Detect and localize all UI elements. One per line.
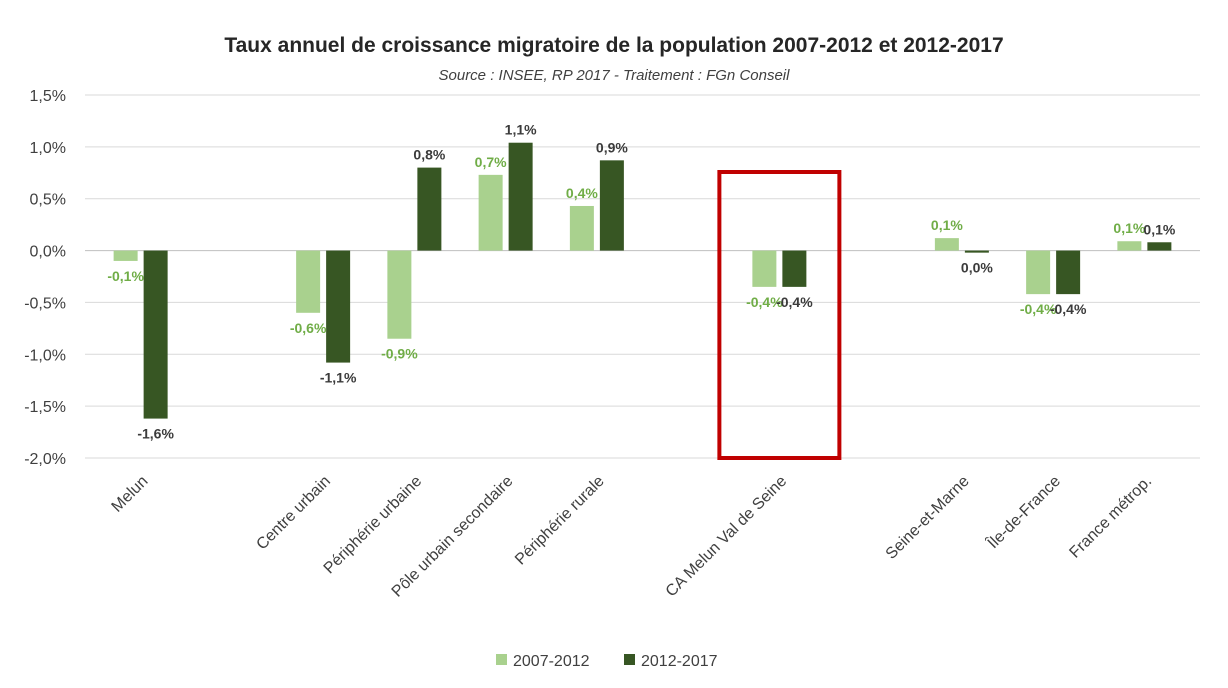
legend-swatch <box>624 654 635 665</box>
data-label: -0,4% <box>1020 301 1057 317</box>
x-tick-label: Melun <box>109 473 152 516</box>
x-tick-label: Centre urbain <box>253 473 334 554</box>
data-label: 0,4% <box>566 185 598 201</box>
legend-swatch <box>496 654 507 665</box>
y-tick-label: 0,0% <box>30 244 66 261</box>
highlight-box <box>717 170 842 460</box>
bar-2007-2012 <box>1026 250 1051 295</box>
data-label: -1,6% <box>137 426 174 442</box>
y-tick-label: -0,5% <box>24 295 66 312</box>
bar-2007-2012 <box>1117 241 1142 251</box>
bar-2012-2017 <box>782 250 807 287</box>
bar-2012-2017 <box>143 250 168 419</box>
bar-2012-2017 <box>417 167 442 251</box>
y-axis-ticks: 1,5% 1,0% 0,5% 0,0% -0,5% -1,0% -1,5% -2,0% <box>24 88 66 468</box>
data-label: -0,1% <box>107 268 144 284</box>
data-label: -0,9% <box>381 346 418 362</box>
data-label: 0,1% <box>931 217 963 233</box>
x-tick-label: Périphérie urbaine <box>321 473 426 578</box>
x-tick-label: Seine-et-Marne <box>883 473 973 563</box>
chart-subtitle: Source : INSEE, RP 2017 - Traitement : F… <box>439 67 791 84</box>
bar-2012-2017 <box>1056 250 1081 295</box>
bar-2007-2012 <box>478 174 503 251</box>
data-label: -0,4% <box>776 294 813 310</box>
bar-2007-2012 <box>387 250 412 339</box>
bar-2012-2017 <box>1147 242 1172 251</box>
legend-label: 2012-2017 <box>641 653 718 670</box>
data-label: -0,6% <box>290 320 327 336</box>
y-tick-label: -2,0% <box>24 451 66 468</box>
highlight-rectangle <box>717 170 842 460</box>
data-label: -0,4% <box>746 294 783 310</box>
data-label: 0,1% <box>1113 220 1145 236</box>
data-label: -0,4% <box>1050 301 1087 317</box>
legend: 2007-2012 2012-2017 <box>496 653 718 670</box>
data-label: -1,1% <box>320 370 357 386</box>
bar-2007-2012 <box>569 205 594 251</box>
bar-2007-2012 <box>934 238 959 251</box>
y-tick-label: -1,0% <box>24 347 66 364</box>
data-label: 1,1% <box>505 122 537 138</box>
data-label: 0,1% <box>1143 221 1175 237</box>
bar-2007-2012 <box>752 250 777 287</box>
x-tick-label: Île-de-France <box>983 471 1064 552</box>
legend-label: 2007-2012 <box>513 653 590 670</box>
data-label: 0,8% <box>413 147 445 163</box>
x-tick-label: Périphérie rurale <box>512 473 608 569</box>
x-tick-label: France métrop. <box>1066 473 1155 562</box>
chart-title: Taux annuel de croissance migratoire de … <box>224 34 1003 57</box>
data-labels: -0,1% -1,6% -0,6% -1,1% -0,9% 0,8% 0,7% 1,1% 0,4… <box>107 122 1176 442</box>
bar-2012-2017 <box>326 250 351 363</box>
bar-2007-2012 <box>113 250 138 261</box>
data-label: 0,9% <box>596 139 628 155</box>
x-tick-label: CA Melun Val de Seine <box>663 473 791 601</box>
y-tick-label: 1,0% <box>30 140 66 157</box>
bar-2012-2017 <box>508 142 533 251</box>
y-tick-label: 0,5% <box>30 192 66 209</box>
y-tick-label: -1,5% <box>24 399 66 416</box>
bar-2012-2017 <box>964 250 989 253</box>
bar-2007-2012 <box>296 250 321 313</box>
data-label: 0,0% <box>961 260 993 276</box>
bars <box>113 142 1172 419</box>
data-label: 0,7% <box>475 154 507 170</box>
gridlines <box>85 94 1200 459</box>
y-tick-label: 1,5% <box>30 88 66 105</box>
bar-2012-2017 <box>599 160 624 251</box>
